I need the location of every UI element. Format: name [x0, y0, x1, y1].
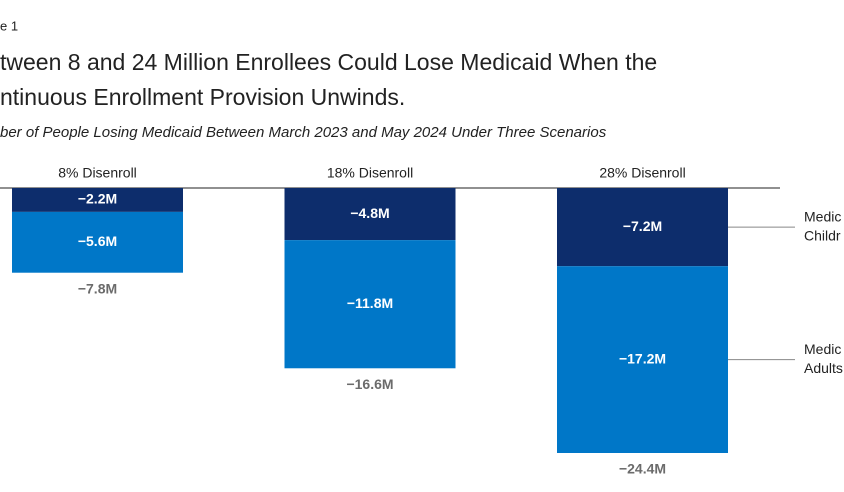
bar-segment: [557, 266, 728, 453]
total-label: −7.8M: [78, 280, 117, 296]
figure-label: e 1: [0, 18, 18, 33]
bar-segment: [284, 188, 456, 241]
chart-title: tween 8 and 24 Million Enrollees Could L…: [0, 49, 657, 75]
value-label: −17.2M: [619, 350, 666, 366]
value-label: −5.6M: [78, 233, 117, 249]
legend-label: Medic Adults: [804, 341, 843, 376]
bar-segment: [12, 188, 183, 212]
x-tick-label: 28% Disenroll: [599, 165, 685, 181]
x-tick-label: 8% Disenroll: [58, 165, 137, 181]
total-label: −24.4M: [619, 461, 666, 477]
value-label: −2.2M: [78, 191, 117, 207]
chart-subtitle: ber of People Losing Medicaid Between Ma…: [0, 124, 607, 141]
value-label: −7.2M: [623, 218, 662, 234]
bar-segment: [12, 211, 183, 273]
legend-label: Medic Childr: [804, 208, 841, 243]
chart-title: ntinuous Enrollment Provision Unwinds.: [0, 84, 405, 110]
value-label: −4.8M: [350, 205, 389, 221]
bar-segment: [557, 188, 728, 267]
x-tick-label: 18% Disenroll: [327, 165, 413, 181]
bar-segment: [284, 240, 456, 369]
value-label: −11.8M: [347, 295, 393, 311]
total-label: −16.6M: [346, 376, 393, 392]
